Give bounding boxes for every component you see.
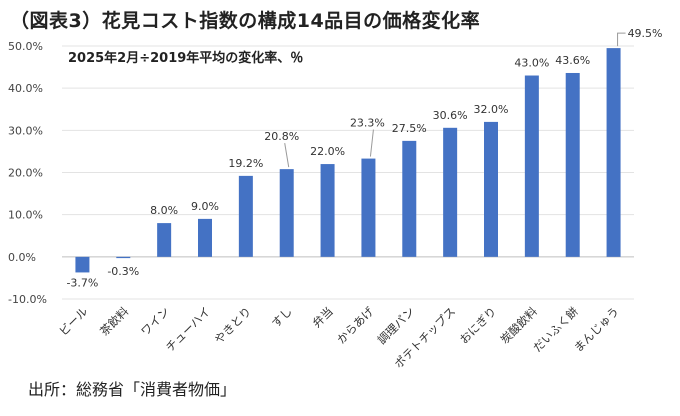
bar <box>484 121 498 257</box>
bar <box>75 256 90 273</box>
leader-line <box>284 143 290 168</box>
bar <box>198 218 212 257</box>
gridlines <box>62 45 634 300</box>
bar <box>361 158 376 257</box>
x-tick-label: からあげ <box>334 304 377 347</box>
bar <box>157 223 172 257</box>
data-label: 8.0% <box>150 204 178 217</box>
y-tick-label: -10.0% <box>8 293 47 306</box>
y-tick-label: 30.0% <box>8 124 43 137</box>
data-label: -3.7% <box>66 276 98 289</box>
y-tick-label: 50.0% <box>8 40 43 53</box>
data-label: 19.2% <box>228 157 263 170</box>
bar <box>443 127 458 257</box>
bar <box>524 75 539 257</box>
x-tick-label: まんじゅう <box>571 304 622 355</box>
x-tick-label: すし <box>269 304 295 330</box>
data-label: 32.0% <box>474 103 509 116</box>
label-leaders <box>284 32 626 168</box>
data-label: -0.3% <box>107 265 139 278</box>
data-label: 9.0% <box>191 200 219 213</box>
y-tick-label: 10.0% <box>8 209 43 222</box>
data-label: 49.5% <box>628 27 663 40</box>
y-tick-label: 20.0% <box>8 167 43 180</box>
bars <box>75 48 621 273</box>
data-label: 27.5% <box>392 122 427 135</box>
y-tick-label: 0.0% <box>8 251 36 264</box>
data-label: 22.0% <box>310 145 345 158</box>
bar <box>320 164 335 257</box>
bar <box>402 140 417 257</box>
leader-line <box>617 32 626 47</box>
x-tick-label: ビール <box>56 304 90 338</box>
data-labels: -3.7% -0.3% 8.0% 9.0% 19.2% 20.8% 22.0% 23.3% 27… <box>66 27 662 289</box>
bar <box>238 175 253 257</box>
bar <box>116 256 131 259</box>
x-tick-label: やきとり <box>212 304 254 346</box>
bar <box>606 48 621 257</box>
x-tick-label: おにぎり <box>457 304 499 346</box>
source-note: 出所：総務省「消費者物価」 <box>28 380 237 399</box>
data-label: 30.6% <box>433 109 468 122</box>
chart-title: （図表3）花見コスト指数の構成14品目の価格変化率 <box>10 10 481 32</box>
data-label: 43.0% <box>514 57 549 70</box>
chart-subtitle: 2025年2月÷2019年平均の変化率、％ <box>68 50 303 66</box>
data-label: 23.3% <box>350 117 385 130</box>
bar <box>279 169 294 257</box>
data-label: 20.8% <box>264 130 299 143</box>
x-tick-label: 弁当 <box>310 304 336 330</box>
x-tick-label: 茶飲料 <box>97 304 132 339</box>
y-axis: -10.0% 0.0% 10.0% 20.0% 30.0% 40.0% 50.0% <box>8 40 47 306</box>
bar <box>565 72 580 257</box>
x-tick-label: ワイン <box>138 304 172 338</box>
x-tick-label: チューハイ <box>163 304 213 354</box>
y-tick-label: 40.0% <box>8 82 43 95</box>
leader-line <box>369 129 374 157</box>
data-label: 43.6% <box>555 54 590 67</box>
